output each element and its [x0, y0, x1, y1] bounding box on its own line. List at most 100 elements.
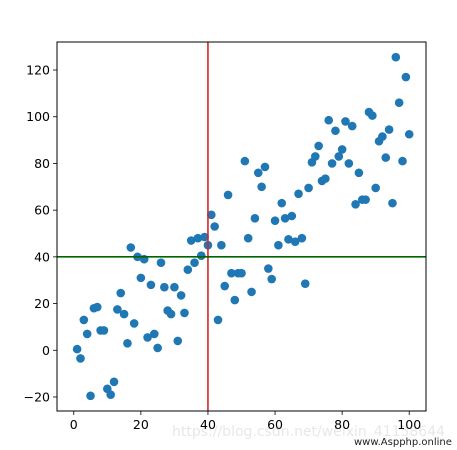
x-tick-label: 40 [200, 417, 216, 432]
data-point [113, 305, 122, 314]
x-tick-label: 0 [70, 417, 78, 432]
axis-ticks: 0 20 40 60 80 100 −20 0 20 40 60 80 100 120 [24, 63, 422, 432]
data-point [284, 235, 293, 244]
watermark-site: www.Aspphp.online [354, 437, 452, 448]
data-point [327, 159, 337, 168]
data-point [378, 132, 387, 141]
data-point [287, 211, 297, 221]
data-point [82, 329, 92, 339]
data-point [207, 210, 216, 220]
plot-frame [56, 41, 427, 412]
watermark-blog: https://blog.csdn.net/weixin_41158644 [172, 424, 446, 440]
data-point [223, 190, 233, 200]
data-point [267, 274, 276, 284]
data-point [220, 281, 230, 291]
data-point [250, 214, 260, 223]
reference-lines [57, 42, 426, 411]
data-point [311, 152, 320, 161]
data-point [368, 111, 377, 120]
x-tick-label: 60 [267, 417, 283, 432]
data-point [398, 156, 407, 166]
data-point [331, 126, 340, 136]
y-tick-label: 60 [34, 203, 50, 218]
data-point [126, 243, 136, 252]
y-tick-label: 80 [34, 156, 50, 171]
data-point [116, 288, 126, 298]
data-point [404, 129, 414, 139]
data-point [129, 319, 139, 328]
data-point [92, 302, 102, 312]
x-tick-label: 20 [133, 417, 149, 432]
data-point [123, 338, 132, 348]
y-tick-label: −20 [24, 389, 50, 404]
data-point [200, 232, 209, 242]
data-point [253, 168, 263, 178]
data-point [351, 200, 360, 209]
data-point [193, 233, 203, 243]
data-point [176, 291, 186, 300]
x-tick-label: 80 [334, 417, 350, 432]
y-tick-label: 40 [34, 249, 50, 264]
data-point [156, 258, 166, 267]
data-point [243, 233, 253, 243]
data-point [99, 326, 109, 335]
plot-background [57, 42, 426, 411]
data-point [401, 72, 411, 82]
data-point [391, 52, 401, 62]
data-point [210, 222, 219, 231]
data-point [237, 268, 246, 278]
x-tick-label: 100 [397, 417, 421, 432]
data-point [321, 174, 330, 183]
data-point [247, 287, 256, 297]
data-point [260, 162, 270, 172]
data-point [270, 216, 280, 225]
data-point [314, 141, 323, 151]
data-point [344, 159, 354, 168]
data-point [274, 240, 283, 250]
data-point [240, 156, 250, 166]
data-point [149, 329, 159, 339]
data-point [294, 189, 303, 199]
data-point [384, 125, 394, 134]
data-point [76, 354, 85, 363]
data-point [180, 308, 189, 318]
data-point [173, 336, 183, 346]
data-point [213, 315, 223, 325]
data-point [190, 258, 199, 267]
data-point [300, 279, 310, 289]
data-point [394, 98, 404, 108]
data-point [109, 377, 119, 387]
y-tick-label: 100 [26, 109, 50, 124]
data-point [217, 240, 226, 250]
data-point [334, 152, 344, 161]
data-point [136, 273, 146, 283]
data-point [153, 343, 162, 353]
data-point [337, 145, 347, 154]
data-point [297, 233, 307, 243]
data-point [196, 251, 206, 260]
data-point [79, 315, 89, 325]
data-point [146, 280, 156, 290]
data-point [347, 121, 357, 131]
data-point [72, 344, 82, 354]
data-point [290, 237, 300, 246]
data-points [72, 52, 414, 401]
data-point [361, 195, 370, 204]
data-point [304, 183, 313, 193]
data-point [371, 183, 380, 193]
data-point [230, 295, 240, 305]
data-point [119, 309, 129, 319]
data-point [324, 115, 334, 125]
data-point [143, 333, 152, 342]
y-tick-label: 20 [34, 296, 50, 311]
data-point [264, 264, 273, 273]
data-point [106, 390, 115, 399]
data-point [341, 117, 350, 126]
data-point [86, 391, 95, 401]
data-point [280, 214, 290, 223]
data-point [166, 309, 176, 319]
data-point [227, 268, 236, 278]
data-point [160, 282, 169, 292]
data-point [257, 182, 266, 192]
